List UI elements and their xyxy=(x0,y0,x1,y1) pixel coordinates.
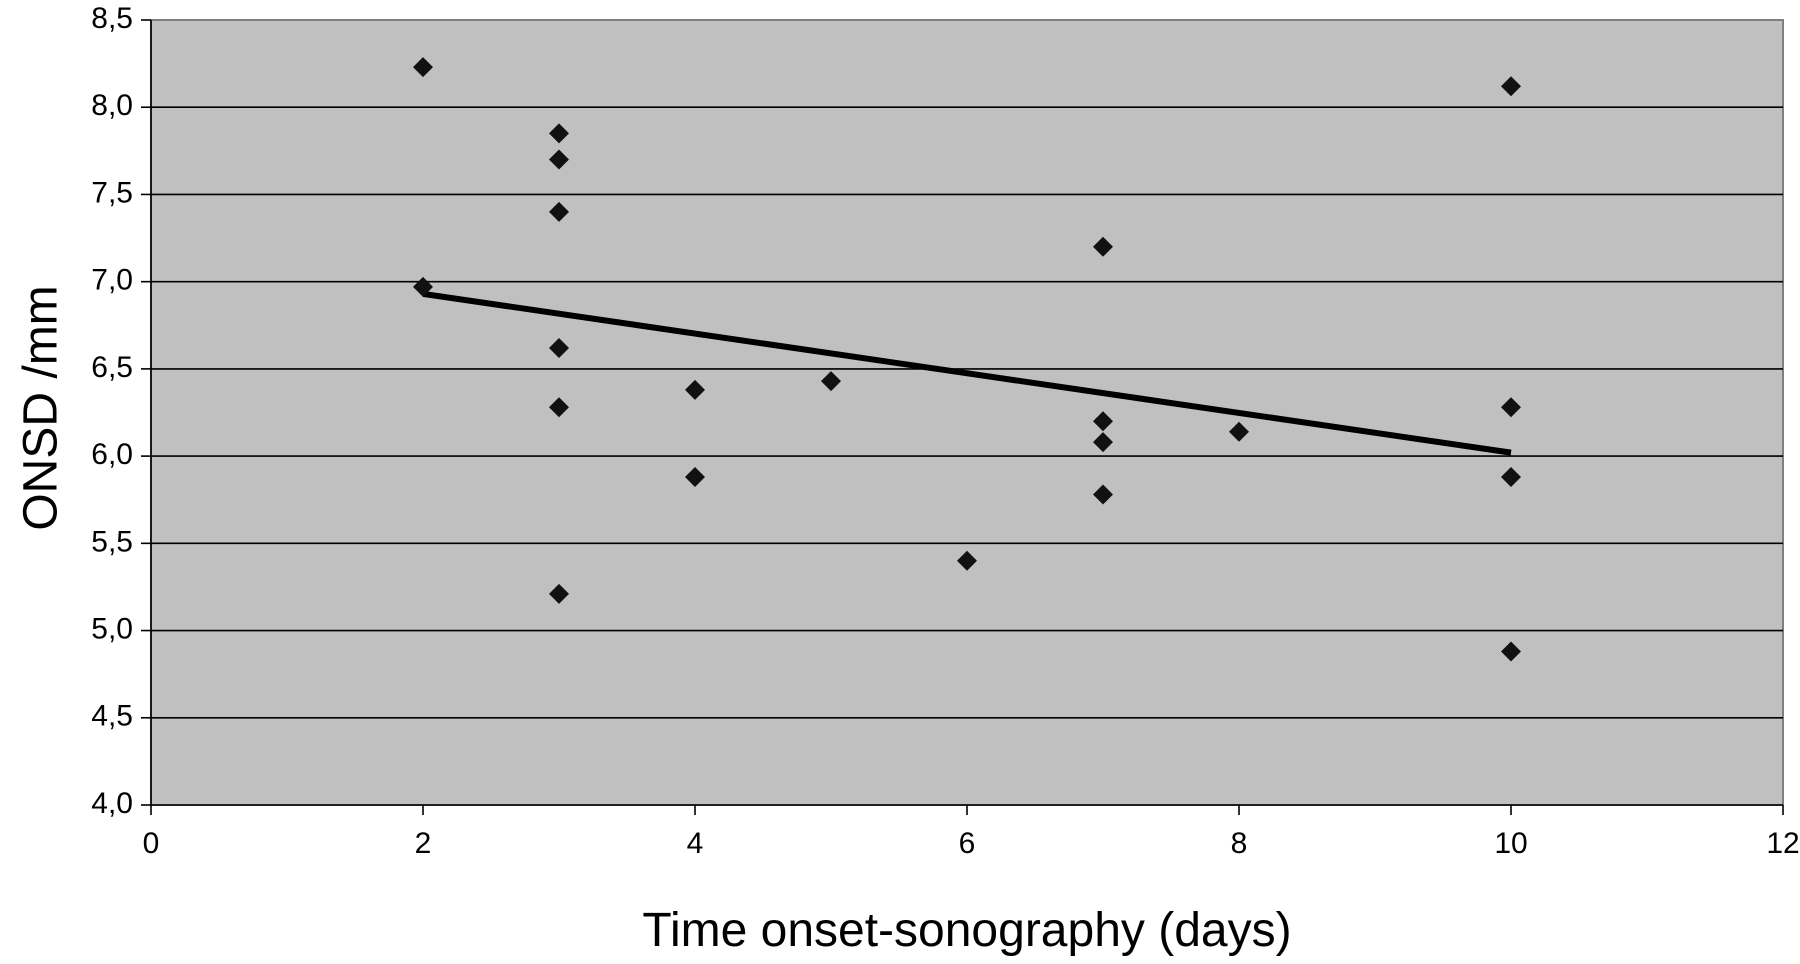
x-tick-label: 6 xyxy=(959,827,976,860)
data-point xyxy=(413,57,433,78)
data-point xyxy=(549,201,569,222)
data-points xyxy=(413,57,1521,662)
x-tick-label: 0 xyxy=(143,827,160,860)
x-axis-title: Time onset-sonography (days) xyxy=(642,904,1291,957)
data-point xyxy=(549,397,569,418)
data-point xyxy=(1501,467,1521,488)
y-tick-label: 7,0 xyxy=(91,264,133,297)
data-point xyxy=(549,123,569,144)
y-tick-label: 7,5 xyxy=(91,176,133,209)
y-tick-label: 8,0 xyxy=(91,89,133,122)
data-point xyxy=(1093,484,1113,505)
y-axis: 4,0 4,5 5,0 5,5 6,0 6,5 7,0 7,5 8,0 8,5 xyxy=(91,2,152,820)
y-tick-label: 6,0 xyxy=(91,438,133,471)
y-tick-label: 4,0 xyxy=(91,787,133,820)
trendline-layer xyxy=(422,290,1512,456)
data-point xyxy=(549,149,569,170)
plot-area xyxy=(150,19,1784,806)
data-point xyxy=(1501,76,1521,97)
y-tick-label: 5,5 xyxy=(91,525,133,558)
data-point xyxy=(685,467,705,488)
x-tick-label: 8 xyxy=(1231,827,1248,860)
x-tick-label: 4 xyxy=(687,827,704,860)
y-tick-label: 6,5 xyxy=(91,351,133,384)
y-axis-title: ONSD /mm xyxy=(15,285,68,530)
x-axis: 0 2 4 6 8 10 12 xyxy=(143,804,1800,860)
data-point xyxy=(957,550,977,571)
y-tick-label: 5,0 xyxy=(91,612,133,645)
data-point xyxy=(1093,432,1113,453)
data-point xyxy=(413,276,433,297)
y-tick-label: 8,5 xyxy=(91,2,133,35)
data-point xyxy=(685,379,705,400)
data-point xyxy=(1501,641,1521,662)
data-point xyxy=(1229,421,1249,442)
y-tick-label: 4,5 xyxy=(91,700,133,733)
data-point xyxy=(549,337,569,358)
data-point xyxy=(1501,397,1521,418)
x-tick-label: 2 xyxy=(415,827,432,860)
data-point xyxy=(1093,236,1113,257)
trendline xyxy=(422,290,1512,456)
x-tick-label: 10 xyxy=(1494,827,1527,860)
data-point xyxy=(549,583,569,604)
data-point xyxy=(821,371,841,392)
data-point xyxy=(1093,411,1113,432)
x-tick-label: 12 xyxy=(1766,827,1799,860)
